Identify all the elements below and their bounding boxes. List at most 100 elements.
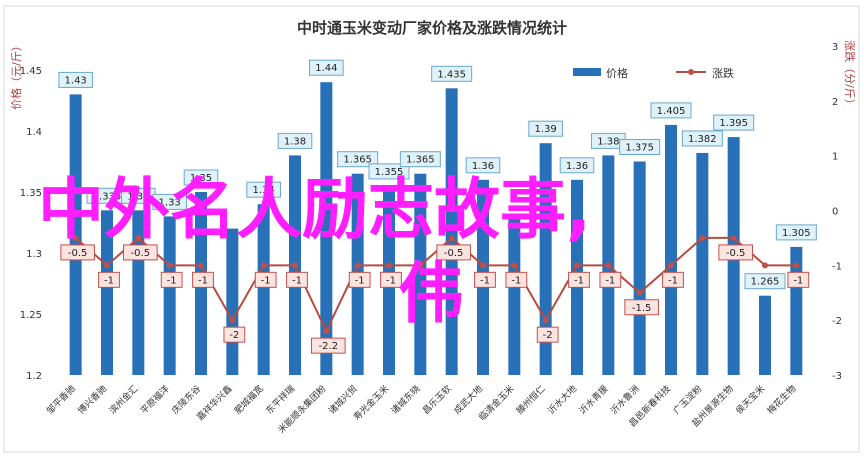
change-point xyxy=(292,262,298,269)
line-data-label-box xyxy=(662,271,684,288)
price-bar xyxy=(665,124,677,376)
line-data-label-box xyxy=(599,271,622,288)
y-right-tick-label: 2 xyxy=(832,97,838,108)
line-data-label: -1 xyxy=(380,271,402,288)
bar-data-label-text: 1.36 xyxy=(566,161,588,172)
line-data-label-text: -1 xyxy=(605,275,615,286)
bar-data-label-box xyxy=(309,59,344,76)
line-data-label-text: -1 xyxy=(668,275,678,286)
line-data-label: -1 xyxy=(505,271,528,288)
bar-data-label-text: 1.36 xyxy=(472,161,494,172)
price-bar xyxy=(163,216,176,375)
change-point xyxy=(260,262,267,269)
y-axis-right-ticks: 3 2 1 0 -1 -2 -3 xyxy=(832,42,842,382)
bar-data-label-text: 1.38 xyxy=(597,136,619,147)
line-data-label-text: -2 xyxy=(543,330,553,341)
bar-data-label: 1.38 xyxy=(277,132,313,149)
bar-data-label: 1.36 xyxy=(559,157,595,174)
legend-bar-swatch xyxy=(573,68,601,76)
change-point xyxy=(354,262,361,269)
change-point xyxy=(104,262,110,269)
bar-data-label: 1.265 xyxy=(744,273,786,290)
line-data-label-text: -1 xyxy=(793,275,803,286)
line-data-label-box xyxy=(60,244,95,261)
y-right-tick-label: 3 xyxy=(832,42,838,53)
change-point xyxy=(574,262,580,269)
change-point xyxy=(198,262,204,269)
line-data-label-box xyxy=(568,271,590,288)
bar-data-label-box xyxy=(277,132,313,149)
line-data-label-box xyxy=(311,337,346,354)
line-data-label-box xyxy=(286,271,308,288)
change-point xyxy=(636,289,643,296)
change-point xyxy=(229,317,236,324)
bar-data-label-text: 1.265 xyxy=(751,277,780,288)
line-data-label: -1 xyxy=(192,271,214,288)
line-data-label-box xyxy=(624,299,659,316)
bar-data-label-text: 1.355 xyxy=(375,167,404,178)
line-data-label-text: -2.2 xyxy=(319,341,339,352)
line-data-label-box xyxy=(436,244,471,261)
bar-data-label: 1.382 xyxy=(681,130,723,147)
change-point xyxy=(762,262,768,269)
y-left-tick-label: 1.45 xyxy=(20,66,42,77)
line-data-label: -1 xyxy=(254,271,277,288)
line-data-label-box xyxy=(718,244,753,261)
bar-data-label-box xyxy=(399,151,441,168)
line-data-label-text: -1 xyxy=(104,275,114,286)
price-bar xyxy=(257,204,270,375)
bar-data-label: 1.36 xyxy=(465,157,501,174)
bar-data-label-text: 1.33 xyxy=(127,191,149,202)
y-left-tick-label: 1.2 xyxy=(26,371,42,382)
line-data-label-text: -1 xyxy=(511,275,521,286)
bar-data-label-box xyxy=(431,65,473,82)
line-data-label: -1 xyxy=(568,271,590,288)
line-data-labels: -0.5 -1 -0.5 -1 -1 -2 -1 -1 -2.2 -1 -1 -0.5 -1 -1 -2 -1… xyxy=(60,244,810,354)
change-point xyxy=(386,262,392,269)
price-bar xyxy=(320,82,333,375)
bar-data-label-text: 1.44 xyxy=(315,63,337,74)
line-data-label: -0.5 xyxy=(123,244,158,261)
price-bar xyxy=(539,143,552,375)
bar-data-label-box xyxy=(528,120,563,137)
price-bar xyxy=(633,161,646,375)
bar-data-label: 1.435 xyxy=(431,65,473,82)
y-right-tick-label: 1 xyxy=(832,152,838,163)
bar-data-label-box xyxy=(465,157,501,174)
line-data-label-box xyxy=(123,244,158,261)
line-data-label-box xyxy=(380,271,402,288)
bar-data-label: 1.33 xyxy=(152,193,187,210)
line-data-label-box xyxy=(192,271,214,288)
change-point xyxy=(135,234,142,241)
line-data-label-box xyxy=(787,271,810,288)
bar-data-label: 1.355 xyxy=(368,163,410,180)
bar-data-label-text: 1.405 xyxy=(657,106,686,117)
y-left-tick-label: 1.25 xyxy=(20,310,42,321)
change-point xyxy=(166,262,173,269)
bar-data-label: 1.305 xyxy=(775,224,817,241)
line-data-label: -1 xyxy=(98,271,120,288)
bar-data-label-box xyxy=(559,157,595,174)
y-axis-left-label: 价格（元/斤） xyxy=(9,40,23,110)
bar-data-label: 1.33 xyxy=(121,187,156,204)
bar-data-label-text: 1.382 xyxy=(688,134,717,145)
line-data-label-text: -1 xyxy=(355,275,365,286)
y-left-tick-label: 1.3 xyxy=(26,249,42,260)
change-point xyxy=(730,234,737,241)
line-data-label: -0.5 xyxy=(436,244,471,261)
bar-data-label-text: 1.35 xyxy=(190,173,212,184)
line-series xyxy=(72,234,800,335)
line-data-label-text: -1 xyxy=(167,275,177,286)
bar-data-label-box xyxy=(713,114,755,131)
line-data-label-box xyxy=(98,271,120,288)
change-line xyxy=(75,236,797,334)
change-point xyxy=(448,234,455,241)
line-data-label-box xyxy=(348,271,371,288)
bar-data-label: 1.405 xyxy=(650,102,692,119)
bar-data-label-text: 1.365 xyxy=(343,155,372,166)
change-point xyxy=(417,262,424,269)
change-point xyxy=(668,262,674,269)
chart-title: 中时通玉米变动厂家价格及涨跌情况统计 xyxy=(297,19,567,37)
line-data-label-text: -1 xyxy=(386,275,396,286)
